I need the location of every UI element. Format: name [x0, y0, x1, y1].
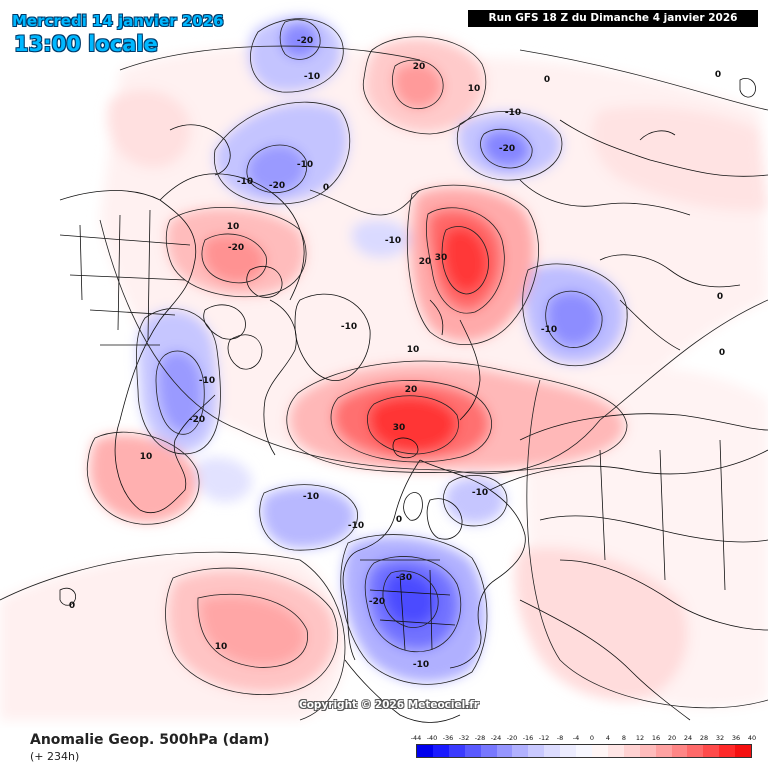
scale-tick-label: 20 — [667, 734, 677, 742]
contour-label: -20 — [269, 181, 285, 191]
scale-tick-label: 8 — [621, 734, 627, 742]
scale-tick-label: -24 — [490, 734, 502, 742]
contour-label: 20 — [419, 257, 432, 267]
contour-label: 0 — [69, 601, 75, 611]
contour-label: -10 — [413, 660, 429, 670]
scale-tick-label: 12 — [635, 734, 645, 742]
contour-label: -10 — [297, 160, 313, 170]
scale-swatch — [703, 745, 720, 757]
contour-label: 10 — [468, 84, 481, 94]
contour-label: 10 — [407, 345, 420, 355]
anomaly-fill-layer — [0, 16, 768, 720]
scale-tick-label: 16 — [651, 734, 661, 742]
scale-tick-label: -12 — [538, 734, 550, 742]
scale-tick-label: 36 — [731, 734, 741, 742]
scale-swatch — [512, 745, 529, 757]
contour-label: -10 — [199, 376, 215, 386]
contour-label: 10 — [227, 222, 240, 232]
scale-swatch — [560, 745, 577, 757]
contour-label: -10 — [505, 108, 521, 118]
scale-swatch — [432, 745, 449, 757]
scale-swatch — [591, 745, 608, 757]
scale-tick-label: -16 — [522, 734, 534, 742]
scale-tick-label: -44 — [410, 734, 422, 742]
contour-label: -10 — [303, 492, 319, 502]
contour-label: 0 — [323, 183, 329, 193]
copyright-text: Copyright © 2026 Meteociel.fr — [299, 699, 479, 711]
scale-swatch — [544, 745, 561, 757]
contour-label: 0 — [396, 515, 402, 525]
scale-tick-label: 4 — [605, 734, 611, 742]
contour-label: -10 — [541, 325, 557, 335]
scale-swatch — [576, 745, 592, 757]
scale-swatch — [496, 745, 513, 757]
scale-tick-label: -28 — [474, 734, 486, 742]
contour-label: -10 — [237, 177, 253, 187]
contour-label: 20 — [413, 62, 426, 72]
scale-swatch — [639, 745, 656, 757]
scale-tick-label: -36 — [442, 734, 454, 742]
color-scale-bar — [416, 744, 752, 758]
scale-tick-label: -40 — [426, 734, 438, 742]
scale-tick-label: 0 — [589, 734, 595, 742]
contour-label: 20 — [405, 385, 418, 395]
contour-lines — [0, 18, 768, 721]
contour-label: -20 — [369, 597, 385, 607]
coastlines — [59, 77, 768, 723]
contour-label: -20 — [499, 144, 515, 154]
run-info-banner: Run GFS 18 Z du Dimanche 4 janvier 2026 — [468, 10, 758, 27]
scale-swatch — [607, 745, 624, 757]
contour-label: -20 — [297, 36, 313, 46]
scale-tick-label: -4 — [572, 734, 580, 742]
field-name-label: Anomalie Geop. 500hPa (dam) — [30, 732, 270, 748]
scale-swatch — [623, 745, 640, 757]
contour-label: 0 — [544, 75, 550, 85]
scale-tick-label: -8 — [556, 734, 564, 742]
scale-tick-label: 40 — [747, 734, 757, 742]
scale-tick-label: 24 — [683, 734, 693, 742]
scale-tick-label: -20 — [506, 734, 518, 742]
contour-label: -10 — [341, 322, 357, 332]
scale-tick-label: -32 — [458, 734, 470, 742]
scale-swatch — [528, 745, 545, 757]
scale-tick-label: 32 — [715, 734, 725, 742]
scale-swatch — [417, 745, 433, 757]
contour-label: 0 — [717, 292, 723, 302]
time-title: 13:00 locale — [14, 32, 158, 56]
scale-tick-label: 28 — [699, 734, 709, 742]
scale-swatch — [480, 745, 497, 757]
scale-swatch — [448, 745, 465, 757]
scale-swatch — [719, 745, 736, 757]
contour-label: -30 — [396, 573, 412, 583]
scale-swatch — [464, 745, 481, 757]
contour-label: -10 — [304, 72, 320, 82]
contour-label: -10 — [385, 236, 401, 246]
scale-swatch — [735, 745, 752, 757]
contour-label: 0 — [719, 348, 725, 358]
contour-label: 30 — [393, 423, 406, 433]
contour-label: 10 — [140, 452, 153, 462]
scale-swatch — [671, 745, 688, 757]
contour-label: -20 — [189, 415, 205, 425]
scale-swatch — [655, 745, 672, 757]
contour-label: 10 — [215, 642, 228, 652]
contour-label: 0 — [715, 70, 721, 80]
color-scale-ticks: -44 -40 -36 -32 -28 -24 -20 -16 -12 -8 -4 0 4 8 12 16 20… — [411, 734, 756, 744]
contour-label: -20 — [228, 243, 244, 253]
contour-label: -10 — [472, 488, 488, 498]
contour-label: 30 — [435, 253, 448, 263]
scale-swatch — [687, 745, 704, 757]
contour-label: -10 — [348, 521, 364, 531]
lead-time-label: (+ 234h) — [30, 750, 80, 763]
date-title: Mercredi 14 janvier 2026 — [12, 12, 224, 30]
